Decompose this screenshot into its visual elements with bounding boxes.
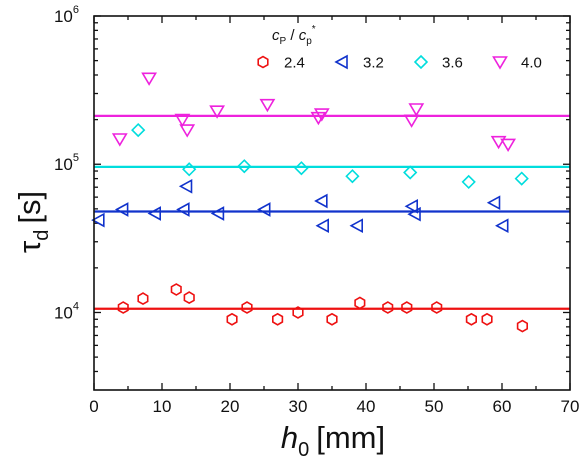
x-tick-label: 60 (493, 397, 512, 416)
legend-title-sub2: p (306, 36, 312, 47)
series-2-4-legend-marker (257, 55, 269, 69)
series-3-2-point (147, 206, 161, 221)
plot-frame (93, 15, 571, 391)
series-3-6-legend-label: 3.6 (442, 55, 463, 72)
series-3-2-point (486, 195, 501, 211)
series-3-6-point (403, 165, 418, 180)
legend-title-c2: c (299, 27, 307, 44)
series-3-2-point (407, 206, 421, 222)
x-axis-symbol: h (281, 420, 298, 455)
series-3-2-point (404, 198, 419, 214)
series-3-6-point (514, 171, 529, 186)
series-4-0-point (259, 98, 276, 113)
series-3-2-point (210, 206, 225, 221)
tick-labels: 0 10 20 30 40 50 60 70 104 105 106 (54, 4, 580, 416)
series-2-4-point (271, 312, 284, 326)
x-tick-label: 0 (89, 397, 98, 416)
series-3-6-legend-marker (413, 54, 429, 70)
series-3-2-point (495, 218, 509, 234)
x-axis-title: h0 [mm] (281, 420, 385, 461)
series-3-2-point (257, 202, 271, 217)
series-2-4-point (226, 312, 238, 326)
series-2-4-point (481, 312, 493, 326)
series-4-0-point (174, 113, 191, 128)
x-tick-label: 10 (153, 397, 172, 416)
x-tick-label: 40 (357, 397, 376, 416)
x-tick-label: 50 (425, 397, 444, 416)
series-2-4-point (170, 283, 182, 296)
y-axis-symbol: τ (12, 241, 47, 253)
x-axis-subscript: 0 (298, 439, 309, 461)
y-tick-label: 106 (54, 4, 79, 26)
x-tick-label: 20 (221, 397, 240, 416)
series-2-4-point (516, 319, 529, 333)
x-tick-label: 70 (561, 397, 580, 416)
series-3-2-legend-label: 3.2 (363, 55, 384, 72)
series-2-4-legend-label: 2.4 (284, 55, 305, 72)
legend-title-sub1: P (280, 36, 287, 47)
series-4-0-point (500, 138, 517, 152)
y-tick-label: 104 (54, 300, 79, 322)
series-4-0-point (490, 135, 507, 150)
series-2-4-point (431, 301, 443, 314)
legend-title-sup: * (312, 24, 316, 35)
x-axis-unit: [mm] (316, 420, 385, 455)
series-2-4-point (183, 291, 195, 305)
series-3-2-point (114, 202, 129, 217)
series-3-2-point (315, 218, 330, 234)
series-4-0-point (179, 124, 196, 138)
series-3-6-point (461, 174, 476, 190)
y-axis-title: τd [s] (12, 191, 53, 253)
series-4-0-legend-label: 4.0 (521, 55, 542, 72)
series-3-2-point (91, 212, 105, 228)
series-2-4-point (117, 301, 129, 314)
series-3-6-point (294, 161, 309, 176)
series-2-4-point (137, 292, 149, 306)
legend-title: cP / cp* (272, 24, 316, 47)
series-3-6-point (182, 162, 197, 177)
series-3-2-point (349, 218, 364, 234)
series-2-4-point (465, 312, 478, 326)
series-2-4-point (326, 312, 338, 326)
series-3-6-point (345, 169, 360, 184)
series-4-0-point (403, 114, 420, 128)
series-2-4-point (241, 301, 253, 314)
series-3-6-point (131, 122, 146, 138)
fit-lines (94, 114, 570, 310)
series-2-4-point (382, 301, 394, 314)
series-3-2-point (176, 202, 190, 217)
series-3-2-point (178, 178, 193, 194)
series-4-0-legend-marker (492, 56, 508, 70)
series-2-4-point (292, 306, 304, 319)
series-4-0-point (313, 108, 330, 122)
y-axis-subscript: d (31, 230, 53, 241)
legend-title-c1: c (272, 27, 280, 44)
legend: 2.4 3.2 3.6 4.0 (257, 54, 542, 72)
series-4-0-point (408, 103, 425, 117)
data-points (91, 72, 529, 333)
series-3-6-point (237, 159, 252, 174)
y-tick-label: 105 (54, 152, 79, 174)
legend-title-sep: / (286, 27, 299, 44)
series-4-0-point (209, 105, 226, 119)
x-tick-label: 30 (289, 397, 308, 416)
series-4-0-point (310, 111, 327, 126)
series-2-4-point (401, 301, 413, 314)
series-3-2-point (314, 193, 328, 209)
y-axis-unit: [s] (12, 191, 47, 224)
series-4-0-point (111, 133, 128, 147)
series-4-0-point (141, 72, 158, 86)
series-2-4-point (354, 296, 366, 310)
series-3-2-legend-marker (334, 54, 348, 70)
